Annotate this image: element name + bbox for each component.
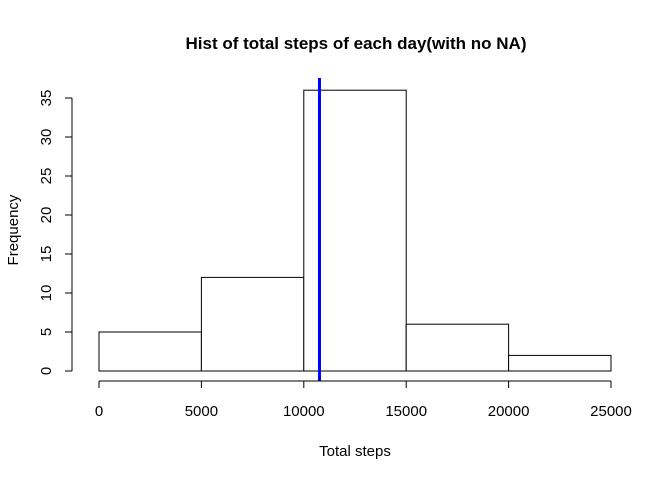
x-tick-label: 0 (95, 403, 103, 420)
y-tick-label: 30 (38, 129, 55, 146)
y-tick-label: 35 (38, 90, 55, 107)
bars-group (98, 89, 612, 372)
x-tick-label: 15000 (385, 403, 427, 420)
y-tick-label: 25 (38, 168, 55, 185)
histogram-bar-0 (98, 331, 202, 372)
y-tick-label: 10 (38, 285, 55, 302)
y-tick-label: 0 (38, 367, 55, 375)
x-tick-label: 10000 (283, 403, 325, 420)
x-axis-label: Total steps (319, 443, 391, 460)
y-axis-label: Frequency (5, 194, 22, 265)
x-tick-label: 5000 (185, 403, 218, 420)
y-tick-label: 20 (38, 207, 55, 224)
histogram-bar-1 (200, 276, 305, 372)
x-tick-label: 25000 (590, 403, 632, 420)
chart-title: Hist of total steps of each day(with no … (186, 34, 527, 53)
y-tick-label: 5 (38, 328, 55, 336)
histogram-bar-3 (405, 323, 510, 372)
y-axis: 0 5 10 15 20 25 30 35 (38, 90, 73, 375)
x-axis: 0 5000 10000 15000 20000 25000 (95, 380, 632, 420)
histogram-bar-4 (508, 354, 612, 372)
x-tick-label: 20000 (488, 403, 530, 420)
y-tick-label: 15 (38, 246, 55, 263)
